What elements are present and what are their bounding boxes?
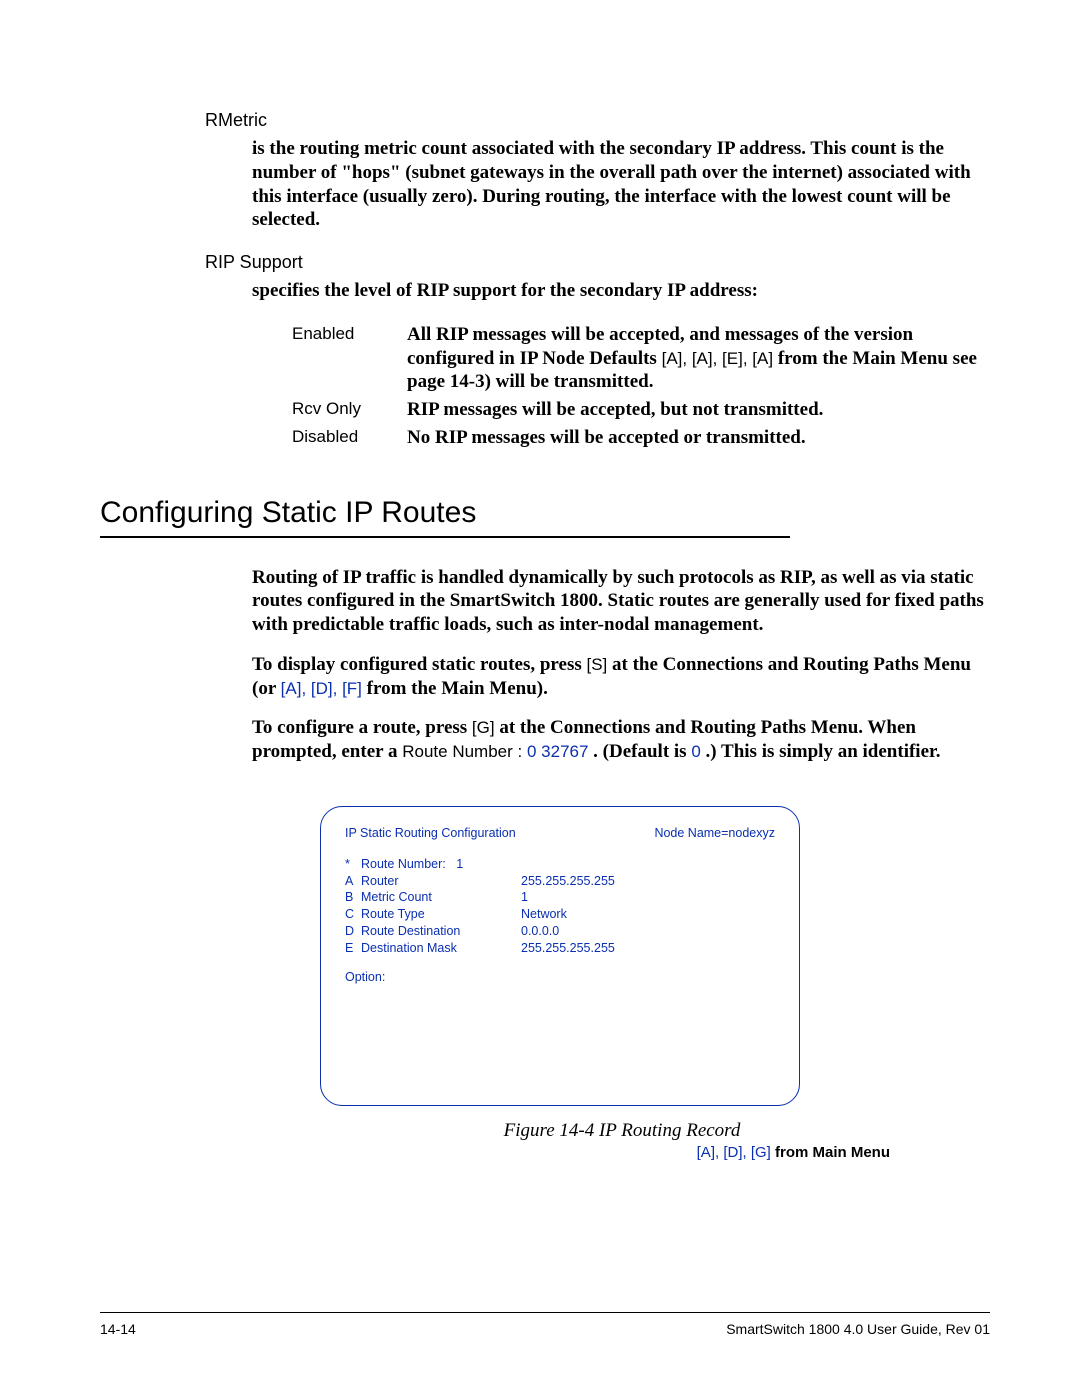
p3-post: .) This is simply an identifier. <box>706 741 941 762</box>
p2-post: from the Main Menu). <box>367 678 548 699</box>
rmetric-body: is the routing metric count associated w… <box>252 137 990 232</box>
page: RMetric is the routing metric count asso… <box>0 0 1080 1397</box>
terminal-option: Option: <box>345 969 775 986</box>
terminal-field-value: 0.0.0.0 <box>521 923 775 940</box>
p2-pre: To display configured static routes, pre… <box>252 654 582 675</box>
figure-sub: [A], [D], [G] from Main Menu <box>190 1144 890 1161</box>
figure-caption: Figure 14-4 IP Routing Record <box>252 1120 992 1142</box>
p3-key1: [G] <box>472 718 495 737</box>
terminal-figure: IP Static Routing Configuration Node Nam… <box>320 806 990 1106</box>
rip-key: Disabled <box>292 426 407 450</box>
terminal-line: D Route Destination 0.0.0.0 <box>345 923 775 940</box>
rip-support-intro: specifies the level of RIP support for t… <box>252 279 990 303</box>
rip-val-keyseq: [A], [A], [E], [A] <box>662 349 773 368</box>
terminal-field-value-col <box>521 856 775 873</box>
rip-val: No RIP messages will be accepted or tran… <box>407 426 990 450</box>
rip-key: Enabled <box>292 323 407 394</box>
terminal-field-value: 255.255.255.255 <box>521 873 775 890</box>
terminal-field-value: 255.255.255.255 <box>521 940 775 957</box>
terminal-field-value: 1 <box>521 889 775 906</box>
rip-val: All RIP messages will be accepted, and m… <box>407 323 990 394</box>
terminal-field-value: Network <box>521 906 775 923</box>
terminal-field-label: Route Number: 1 <box>361 856 521 873</box>
section-p1: Routing of IP traffic is handled dynamic… <box>252 566 992 637</box>
section-title: Configuring Static IP Routes <box>100 496 990 530</box>
p3-mono1: Route Number : <box>402 742 522 761</box>
rip-row-rcvonly: Rcv Only RIP messages will be accepted, … <box>292 398 990 422</box>
p3-blue1: 0 32767 <box>527 742 593 761</box>
terminal-letter: * <box>345 856 361 873</box>
rip-row-disabled: Disabled No RIP messages will be accepte… <box>292 426 990 450</box>
rip-val: RIP messages will be accepted, but not t… <box>407 398 990 422</box>
p3-pre: To configure a route, press <box>252 717 467 738</box>
terminal-header: IP Static Routing Configuration Node Nam… <box>345 825 775 842</box>
terminal-field-label: Destination Mask <box>361 940 521 957</box>
terminal-field-label: Route Destination <box>361 923 521 940</box>
section-rule <box>100 536 790 538</box>
footer-doc-title: SmartSwitch 1800 4.0 User Guide, Rev 01 <box>726 1321 990 1337</box>
section-p3: To configure a route, press [G] at the C… <box>252 716 992 764</box>
p3-blue2: 0 <box>691 742 700 761</box>
footer-page-number: 14-14 <box>100 1321 136 1337</box>
terminal-letter: E <box>345 940 361 957</box>
terminal-field-label: Router <box>361 873 521 890</box>
terminal-line: E Destination Mask 255.255.255.255 <box>345 940 775 957</box>
terminal-letter: D <box>345 923 361 940</box>
terminal-field-label: Metric Count <box>361 889 521 906</box>
terminal-letter: C <box>345 906 361 923</box>
p2-key2: [A], [D], [F] <box>281 679 362 698</box>
p2-key1: [S] <box>586 655 607 674</box>
terminal-line: * Route Number: 1 <box>345 856 775 873</box>
terminal-field-label: Route Type <box>361 906 521 923</box>
terminal-line: A Router 255.255.255.255 <box>345 873 775 890</box>
figure-sub-text: from Main Menu <box>771 1144 890 1161</box>
terminal-field-value: 1 <box>456 857 463 871</box>
terminal-fields: * Route Number: 1 A Router 255.255.255.2… <box>345 856 775 957</box>
rip-key: Rcv Only <box>292 398 407 422</box>
terminal-screen: IP Static Routing Configuration Node Nam… <box>320 806 800 1106</box>
p3-mid2: . (Default is <box>593 741 686 762</box>
terminal-letter: B <box>345 889 361 906</box>
rmetric-label: RMetric <box>205 110 990 131</box>
terminal-line: C Route Type Network <box>345 906 775 923</box>
page-footer: 14-14 SmartSwitch 1800 4.0 User Guide, R… <box>100 1312 990 1337</box>
rip-support-label: RIP Support <box>205 252 990 273</box>
section-p2: To display configured static routes, pre… <box>252 653 992 701</box>
terminal-nodename: Node Name=nodexyz <box>654 825 775 842</box>
terminal-line: B Metric Count 1 <box>345 889 775 906</box>
rip-row-enabled: Enabled All RIP messages will be accepte… <box>292 323 990 394</box>
terminal-title: IP Static Routing Configuration <box>345 825 516 842</box>
figure-sub-keys: [A], [D], [G] <box>697 1144 771 1161</box>
terminal-field-label-text: Route Number: <box>361 857 446 871</box>
terminal-letter: A <box>345 873 361 890</box>
